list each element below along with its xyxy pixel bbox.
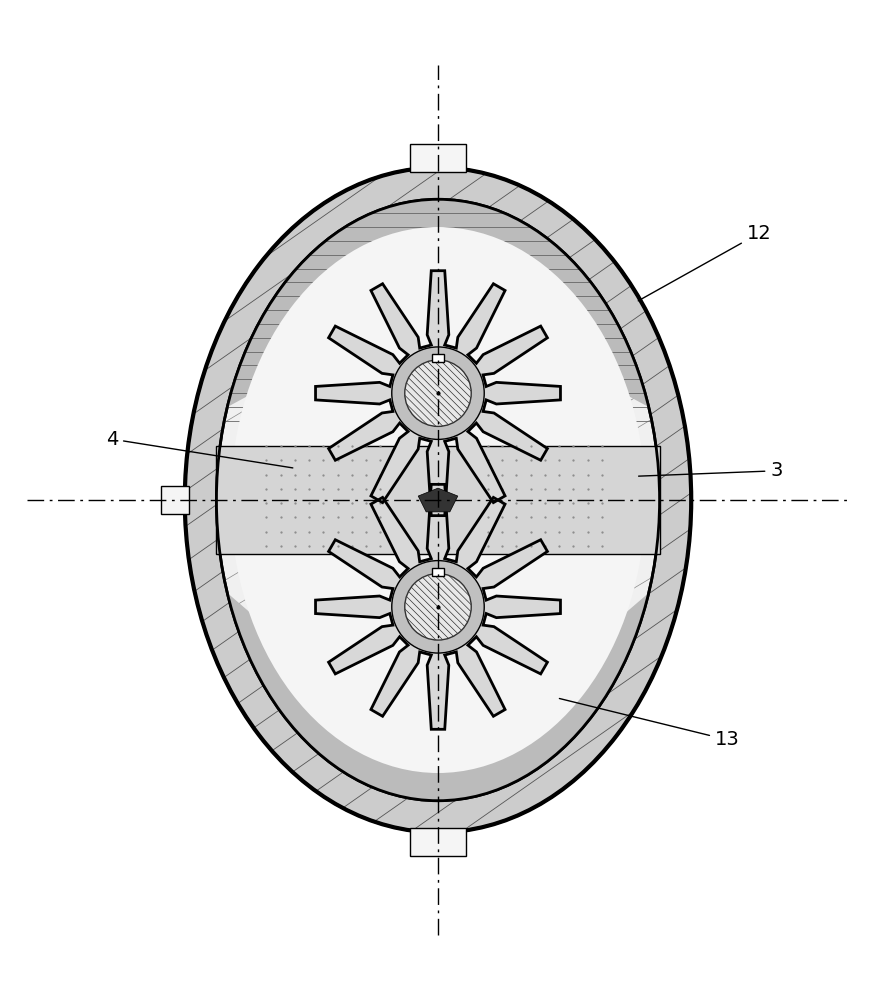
Polygon shape xyxy=(315,484,561,729)
Polygon shape xyxy=(410,828,466,856)
Polygon shape xyxy=(227,593,649,801)
Bar xyxy=(432,354,444,362)
Bar xyxy=(432,568,444,576)
Text: 13: 13 xyxy=(560,698,739,749)
Polygon shape xyxy=(418,488,458,512)
Polygon shape xyxy=(315,271,561,516)
Ellipse shape xyxy=(216,199,660,801)
Text: 12: 12 xyxy=(639,224,772,301)
Bar xyxy=(442,446,660,554)
Polygon shape xyxy=(161,486,188,514)
Polygon shape xyxy=(410,144,466,172)
Text: 4: 4 xyxy=(106,430,293,468)
Ellipse shape xyxy=(185,168,691,832)
Ellipse shape xyxy=(230,227,646,773)
Circle shape xyxy=(392,347,484,439)
Bar xyxy=(216,446,434,554)
Circle shape xyxy=(405,574,471,640)
Circle shape xyxy=(405,360,471,426)
Ellipse shape xyxy=(216,199,660,801)
Polygon shape xyxy=(227,199,649,407)
Text: 3: 3 xyxy=(639,461,783,480)
Circle shape xyxy=(392,561,484,653)
